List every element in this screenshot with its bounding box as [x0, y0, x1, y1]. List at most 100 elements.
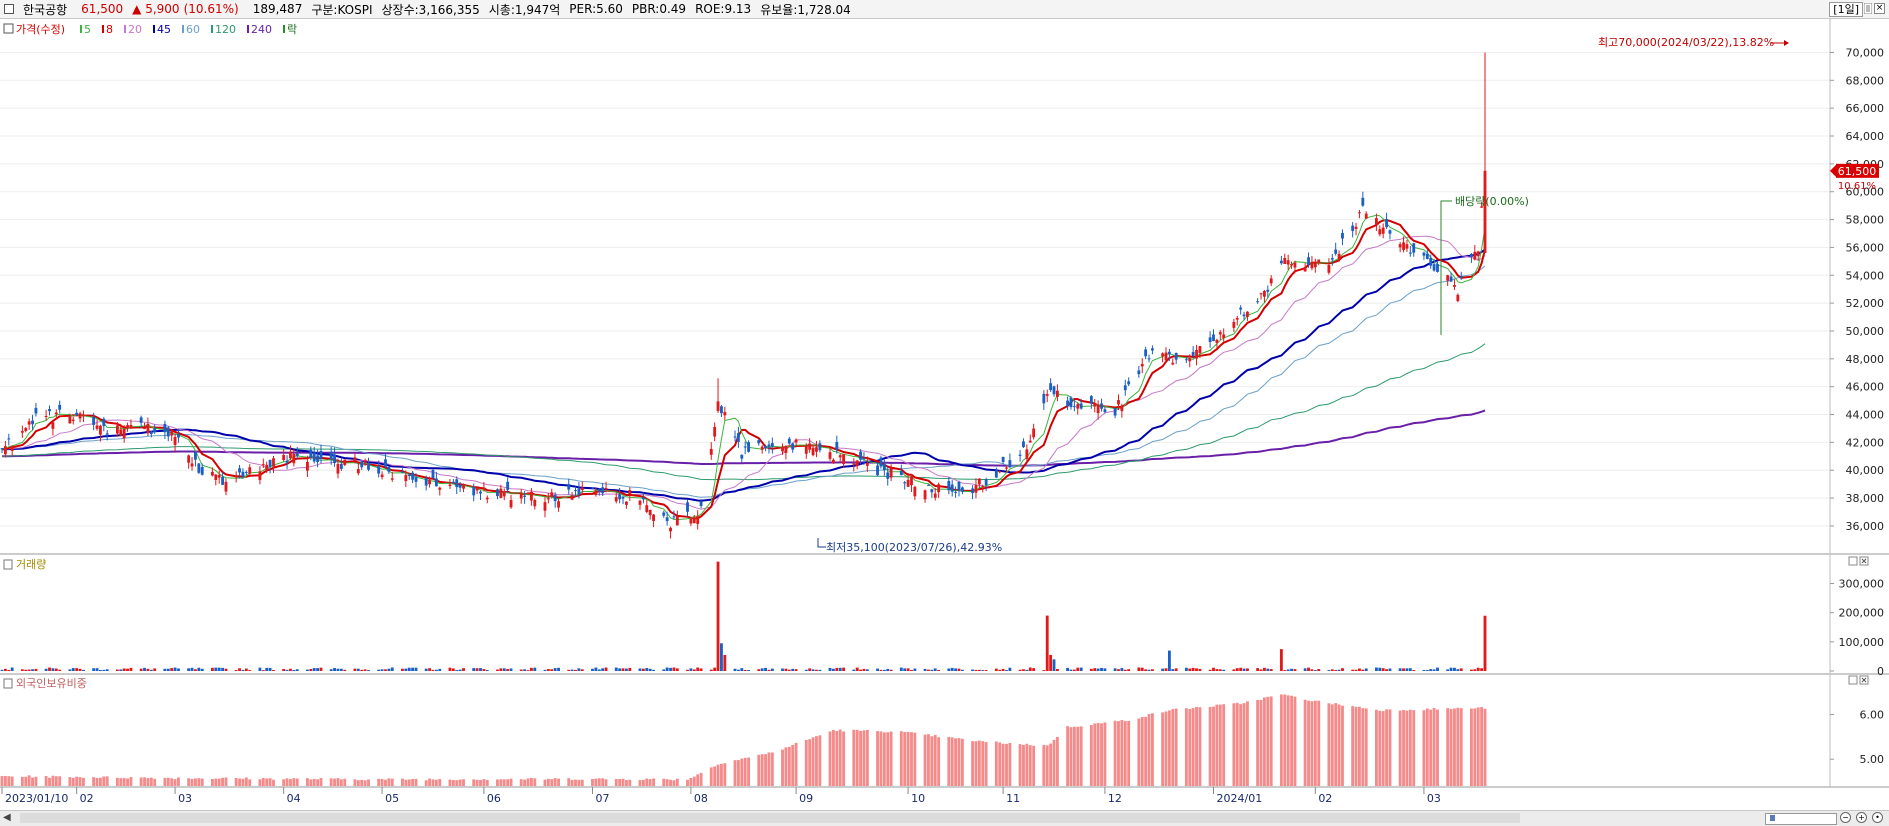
candle-body: [1398, 244, 1402, 248]
volume-bar: [24, 669, 28, 671]
volume-bar: [353, 668, 357, 671]
volume-bar: [319, 667, 323, 671]
volume-bar: [998, 669, 1002, 671]
candle-body: [767, 444, 771, 447]
candle-body: [886, 472, 890, 479]
foreign-bar: [98, 777, 102, 786]
zoom-slider-track[interactable]: [1765, 813, 1837, 825]
foreign-bar: [838, 729, 842, 786]
candle-body: [163, 424, 167, 433]
volume-bar: [0, 669, 4, 671]
period-selector[interactable]: [1일]: [1829, 2, 1863, 17]
minimize-icon[interactable]: [1864, 3, 1872, 14]
candle-body: [855, 460, 859, 466]
ma240-line: [1, 409, 1486, 467]
candle-body: [543, 502, 547, 511]
close-icon[interactable]: ×: [1874, 3, 1885, 14]
foreign-checkbox[interactable]: [3, 678, 13, 689]
last-price-box: [1836, 163, 1879, 178]
candle-body: [859, 451, 862, 460]
foreign-bar: [879, 731, 883, 786]
zoom-reset-icon[interactable]: •: [1872, 812, 1883, 823]
volume-bar: [1459, 668, 1463, 671]
foreign-bar: [485, 779, 489, 786]
volume-bar: [720, 643, 723, 671]
foreign-bar: [1222, 704, 1226, 786]
foreign-bar: [692, 776, 696, 786]
foreign-bar: [994, 741, 998, 786]
candle-body: [82, 414, 85, 417]
volume-bar: [1089, 668, 1093, 671]
volume-bar: [1147, 669, 1151, 671]
foreign-bar: [221, 777, 225, 786]
volume-bar: [224, 668, 228, 671]
candle-body: [1167, 351, 1171, 355]
volume-bar: [7, 669, 11, 671]
foreign-bar: [1089, 725, 1093, 786]
candle-body: [1374, 218, 1378, 226]
stock-per: PER:5.60: [569, 2, 623, 16]
foreign-bar: [312, 778, 316, 786]
foreign-bar: [977, 740, 981, 786]
volume-bar: [533, 667, 537, 671]
scroll-thumb[interactable]: [20, 813, 1520, 823]
candle-body: [448, 484, 452, 487]
zoom-slider-handle[interactable]: [1770, 815, 1775, 821]
scroll-left-arrow-icon[interactable]: ◀: [3, 812, 11, 823]
foreign-bar: [529, 777, 533, 786]
foreign-bar: [1049, 743, 1053, 786]
volume-checkbox[interactable]: [3, 559, 13, 570]
foreign-bar: [523, 779, 527, 786]
foreign-bar: [815, 736, 818, 786]
candle-body: [1293, 262, 1297, 268]
foreign-bar: [92, 777, 96, 786]
volume-bar: [143, 667, 146, 671]
foreign-bar: [1171, 709, 1175, 786]
foreign-bar: [767, 752, 771, 786]
volume-bar: [913, 668, 917, 671]
legend-checkbox[interactable]: [3, 23, 14, 34]
candle-body: [1100, 403, 1103, 409]
foreign-bar: [709, 767, 713, 786]
foreign-bar: [1374, 709, 1378, 786]
foreign-bar: [638, 780, 642, 786]
volume-bar: [356, 668, 360, 671]
candle-body: [1381, 227, 1385, 234]
last-price-pct: 10.61%: [1838, 181, 1876, 192]
volume-bar: [1480, 668, 1484, 671]
volume-bar: [146, 668, 150, 671]
time-scrollbar[interactable]: ◀ − + •: [0, 810, 1889, 826]
candle-body: [1235, 317, 1239, 320]
foreign-panel-minimize-icon[interactable]: [1848, 675, 1858, 685]
candle-body: [404, 475, 408, 482]
volume-bar: [781, 668, 784, 671]
candle-body: [648, 509, 652, 516]
foreign-bar: [1120, 720, 1124, 786]
candle-body: [1405, 244, 1409, 249]
header-checkbox[interactable]: [4, 4, 14, 14]
candle-body: [974, 485, 978, 493]
foreign-bar: [44, 776, 48, 786]
volume-bar: [784, 668, 788, 671]
zoom-in-icon[interactable]: +: [1856, 812, 1867, 823]
foreign-bar: [591, 778, 594, 786]
volume-bar: [628, 667, 632, 671]
volume-bar: [974, 669, 978, 671]
volume-bar: [1422, 669, 1426, 671]
volume-bar: [329, 669, 333, 671]
foreign-bar: [743, 757, 747, 786]
candle-body: [261, 464, 265, 466]
foreign-bar: [472, 779, 476, 786]
zoom-out-icon[interactable]: −: [1840, 812, 1851, 823]
candle-body: [31, 420, 34, 425]
legend-price: 가격(수정): [16, 23, 65, 36]
foreign-bar: [781, 749, 784, 786]
foreign-bar: [733, 760, 737, 786]
foreign-bar: [502, 779, 506, 786]
volume-panel-minimize-icon[interactable]: [1848, 556, 1858, 566]
candle-body: [1066, 400, 1070, 407]
foreign-bar: [597, 778, 601, 786]
candle-body: [312, 452, 316, 462]
foreign-bar: [1246, 701, 1249, 786]
volume-bar: [1093, 668, 1097, 671]
